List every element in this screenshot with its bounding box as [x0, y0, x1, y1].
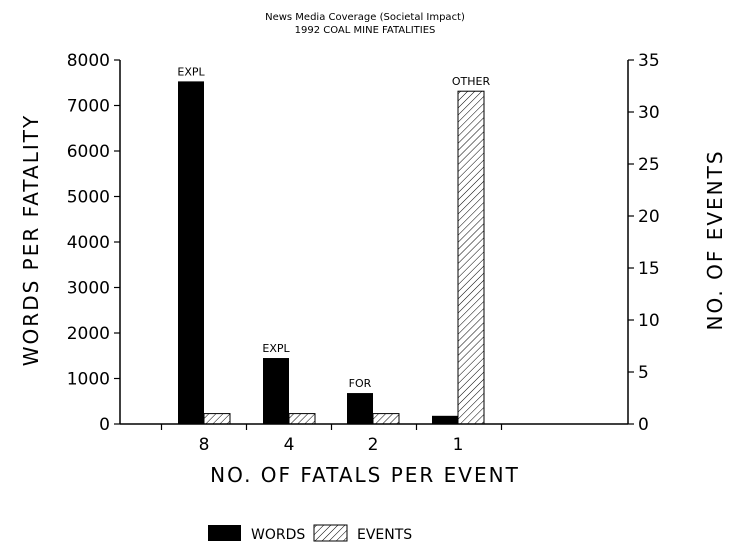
- y-left-tick-label: 1000: [67, 370, 110, 390]
- bar-words-1: [432, 415, 458, 424]
- y-right-tick-label: 35: [638, 51, 660, 71]
- y-right-tick-label: 10: [638, 311, 660, 331]
- bar-annotation: OTHER: [452, 75, 491, 88]
- y-left-tick-label: 4000: [67, 233, 110, 253]
- legend-label-events: EVENTS: [357, 527, 412, 543]
- bar-words-8: [178, 81, 204, 424]
- x-axis-title: NO. OF FATALS PER EVENT: [210, 463, 520, 487]
- y-right-tick-label: 5: [638, 363, 649, 383]
- y-left-tick-label: 6000: [67, 142, 110, 162]
- legend: WORDS EVENTS: [208, 524, 412, 543]
- bar-events-8: [203, 413, 231, 425]
- y-left-tick-label: 0: [99, 415, 110, 435]
- bar-words-4: [263, 358, 289, 424]
- y-left-tick-label: 2000: [67, 324, 110, 344]
- bar-words-2: [347, 393, 373, 424]
- chart-title: News Media Coverage (Societal Impact): [265, 12, 465, 23]
- y-left-tick-label: 7000: [67, 97, 110, 117]
- y-axis-left-title: WORDS PER FATALITY: [19, 114, 43, 366]
- bar-annotation: EXPL: [262, 342, 290, 355]
- y-right-tick-label: 15: [638, 259, 660, 279]
- y-left-tick-label: 3000: [67, 279, 110, 299]
- y-right-tick-label: 30: [638, 103, 660, 123]
- bar-annotation: FOR: [349, 377, 372, 390]
- y-axis-right-title: NO. OF EVENTS: [703, 149, 727, 330]
- bar-events-2: [372, 413, 400, 425]
- legend-swatch-words: [208, 525, 241, 541]
- chart-subtitle: 1992 COAL MINE FATALITIES: [295, 25, 436, 36]
- y-right-tick-label: 25: [638, 155, 660, 175]
- x-category-label: 8: [199, 435, 210, 455]
- legend-label-words: WORDS: [251, 527, 305, 543]
- bar-annotation: EXPL: [177, 65, 205, 78]
- x-category-label: 2: [368, 435, 379, 455]
- x-category-label: 4: [284, 435, 295, 455]
- plot-area: 0 1000 2000 3000 4000 5000 6000 7000 8000 0 5 10 15 2…: [67, 51, 660, 455]
- x-category-label: 1: [453, 435, 464, 455]
- bar-events-1: [457, 90, 485, 425]
- bar-events-4: [288, 413, 316, 425]
- legend-swatch-events: [313, 524, 348, 542]
- y-right-tick-label: 0: [638, 415, 649, 435]
- y-left-tick-label: 5000: [67, 188, 110, 208]
- y-right-tick-label: 20: [638, 207, 660, 227]
- y-left-tick-label: 8000: [67, 51, 110, 71]
